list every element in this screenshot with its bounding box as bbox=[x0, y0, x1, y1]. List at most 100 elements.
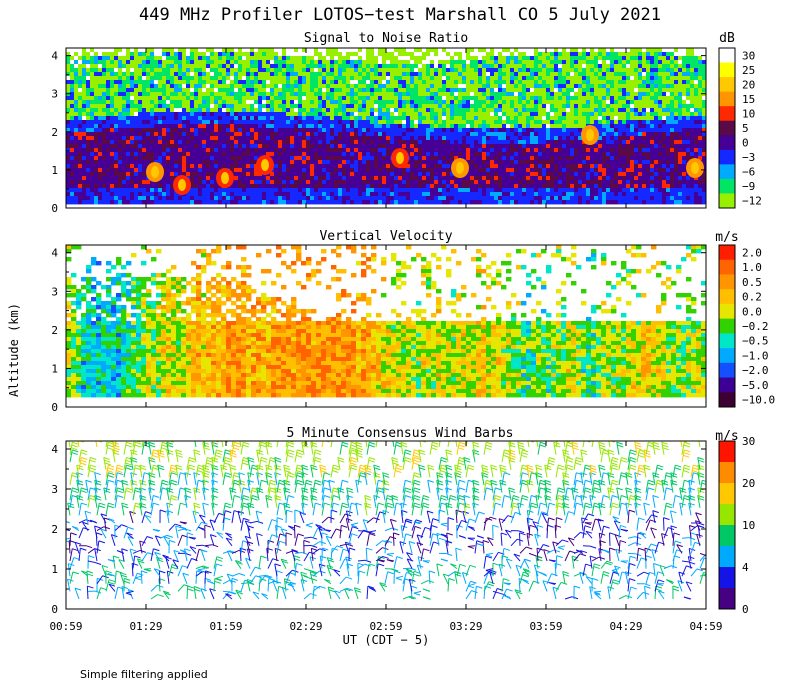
snr-cell bbox=[446, 200, 451, 205]
snr-cell bbox=[170, 72, 175, 77]
snr-cell bbox=[110, 68, 115, 73]
snr-cell bbox=[142, 96, 147, 101]
snr-cell bbox=[458, 192, 463, 197]
snr-cell bbox=[174, 136, 179, 141]
snr-cell bbox=[278, 188, 283, 193]
snr-cell bbox=[522, 148, 527, 153]
snr-cell bbox=[286, 124, 291, 129]
snr-cell bbox=[542, 132, 547, 137]
snr-cell bbox=[462, 124, 467, 129]
snr-cell bbox=[78, 68, 83, 73]
snr-cell bbox=[518, 84, 523, 89]
snr-cell bbox=[326, 144, 331, 149]
snr-cell bbox=[122, 116, 127, 121]
snr-cell bbox=[542, 136, 547, 141]
snr-cell bbox=[558, 152, 563, 157]
snr-cell bbox=[574, 192, 579, 197]
snr-cell bbox=[422, 100, 427, 105]
snr-cell bbox=[306, 160, 311, 165]
snr-cell bbox=[70, 180, 75, 185]
snr-cell bbox=[538, 152, 543, 157]
snr-cell bbox=[322, 104, 327, 109]
snr-cell bbox=[74, 100, 79, 105]
snr-cell bbox=[286, 160, 291, 165]
snr-cell bbox=[466, 72, 471, 77]
snr-cell bbox=[390, 168, 395, 173]
snr-cell bbox=[242, 184, 247, 189]
snr-cell bbox=[462, 108, 467, 113]
snr-cell bbox=[138, 104, 143, 109]
snr-cell bbox=[166, 96, 171, 101]
snr-cell bbox=[402, 140, 407, 145]
snr-cell bbox=[546, 64, 551, 69]
snr-cell bbox=[502, 180, 507, 185]
snr-cell bbox=[510, 72, 515, 77]
snr-cell bbox=[318, 180, 323, 185]
snr-cell bbox=[538, 76, 543, 81]
snr-cell bbox=[206, 164, 211, 169]
snr-cell bbox=[414, 120, 419, 125]
snr-cell bbox=[358, 120, 363, 125]
snr-cell bbox=[98, 64, 103, 69]
snr-cell bbox=[170, 188, 175, 193]
snr-cell bbox=[194, 196, 199, 201]
snr-cell bbox=[362, 108, 367, 113]
snr-cell bbox=[322, 156, 327, 161]
snr-cell bbox=[470, 136, 475, 141]
snr-cell bbox=[482, 96, 487, 101]
snr-cell bbox=[426, 192, 431, 197]
snr-cell bbox=[298, 128, 303, 133]
snr-cell bbox=[142, 160, 147, 165]
snr-cell bbox=[546, 112, 551, 117]
snr-cell bbox=[346, 72, 351, 77]
snr-cell bbox=[438, 60, 443, 65]
snr-cell bbox=[394, 48, 399, 53]
snr-cell bbox=[458, 140, 463, 145]
snr-cell bbox=[510, 140, 515, 145]
snr-cell bbox=[182, 120, 187, 125]
snr-cell bbox=[234, 120, 239, 125]
snr-cell bbox=[182, 168, 187, 173]
snr-cell bbox=[422, 172, 427, 177]
snr-cell bbox=[558, 120, 563, 125]
snr-cell bbox=[350, 164, 355, 169]
snr-cell bbox=[234, 152, 239, 157]
snr-cell bbox=[270, 132, 275, 137]
snr-cell bbox=[238, 140, 243, 145]
snr-cell bbox=[370, 160, 375, 165]
snr-cell bbox=[198, 160, 203, 165]
snr-cell bbox=[450, 100, 455, 105]
snr-cell bbox=[546, 48, 551, 53]
snr-cell bbox=[410, 132, 415, 137]
snr-cell bbox=[274, 160, 279, 165]
snr-cell bbox=[102, 192, 107, 197]
snr-cell bbox=[130, 80, 135, 85]
snr-cell bbox=[478, 108, 483, 113]
snr-cell bbox=[358, 176, 363, 181]
snr-cell bbox=[410, 88, 415, 93]
snr-cell bbox=[438, 100, 443, 105]
snr-cell bbox=[158, 120, 163, 125]
snr-cell bbox=[402, 80, 407, 85]
snr-cell bbox=[386, 120, 391, 125]
snr-cell bbox=[102, 124, 107, 129]
snr-cell bbox=[522, 52, 527, 57]
snr-cell bbox=[138, 164, 143, 169]
snr-cell bbox=[286, 164, 291, 169]
snr-cell bbox=[262, 112, 267, 117]
snr-cell bbox=[366, 124, 371, 129]
snr-cell bbox=[486, 68, 491, 73]
snr-cell bbox=[94, 180, 99, 185]
snr-cell bbox=[206, 136, 211, 141]
snr-cell bbox=[214, 72, 219, 77]
snr-cell bbox=[126, 80, 131, 85]
snr-cell bbox=[434, 180, 439, 185]
snr-cell bbox=[482, 52, 487, 57]
snr-cell bbox=[542, 188, 547, 193]
snr-cell bbox=[402, 76, 407, 81]
snr-cell bbox=[478, 176, 483, 181]
snr-cell bbox=[378, 148, 383, 153]
snr-cell bbox=[478, 48, 483, 53]
snr-cell bbox=[150, 80, 155, 85]
snr-cell bbox=[554, 136, 559, 141]
